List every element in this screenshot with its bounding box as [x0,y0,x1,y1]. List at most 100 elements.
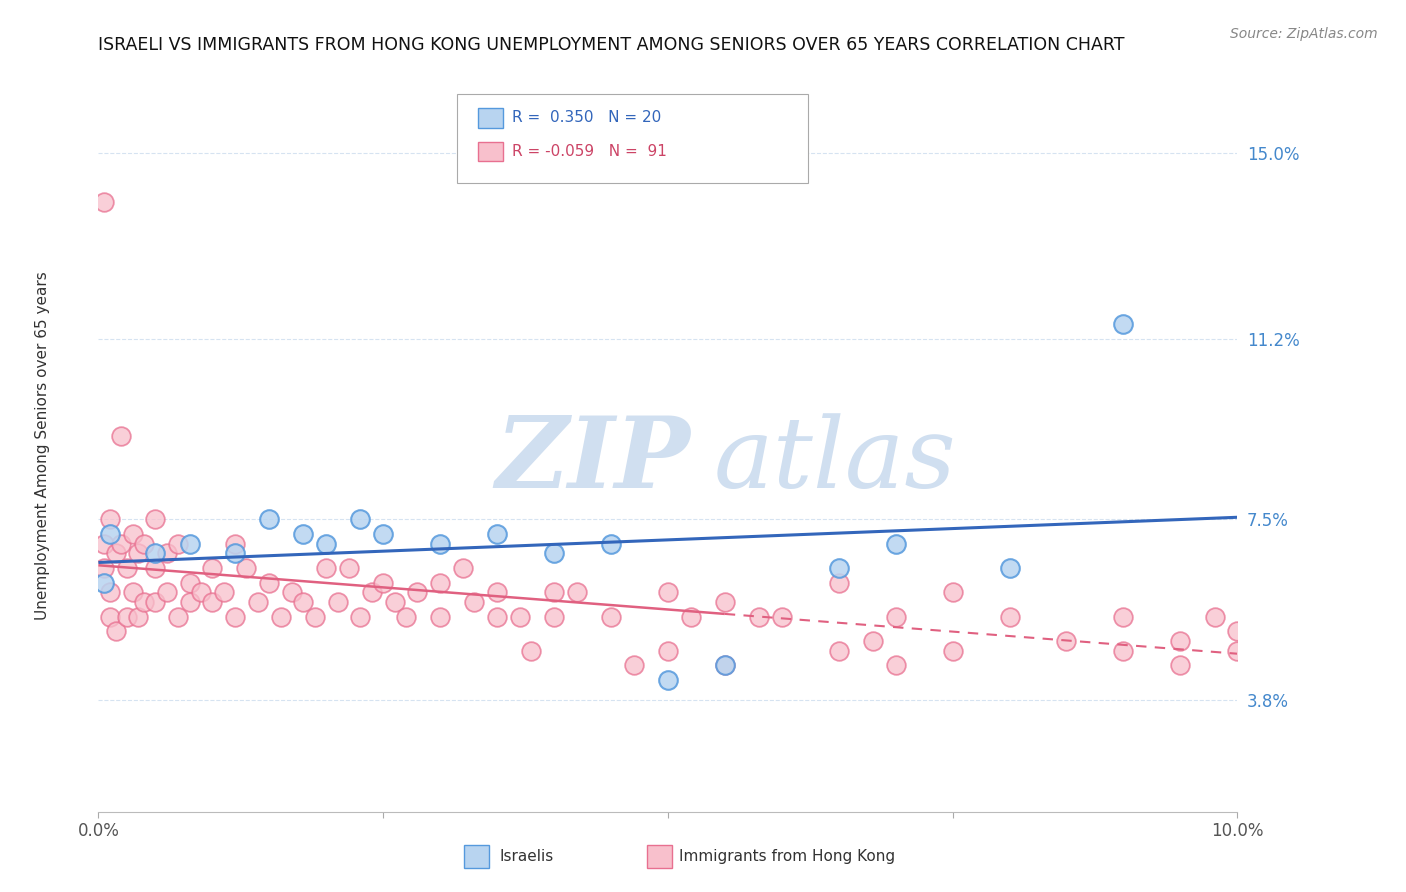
Point [942,585,965,599]
Point [156,546,179,560]
Point [748,609,770,624]
Text: R = -0.059   N =  91: R = -0.059 N = 91 [512,145,666,159]
Point [679,609,702,624]
Point [1112,317,1135,331]
Point [212,585,235,599]
Point [104,546,127,560]
Point [623,658,645,673]
Point [349,512,371,526]
Point [486,526,509,541]
Point [371,526,394,541]
Text: Unemployment Among Seniors over 65 years: Unemployment Among Seniors over 65 years [35,272,49,620]
Text: Immigrants from Hong Kong: Immigrants from Hong Kong [679,849,896,863]
Point [201,561,224,575]
Point [486,609,509,624]
Point [93,195,115,210]
Point [600,609,623,624]
Point [349,609,371,624]
Point [246,595,269,609]
Point [1170,658,1192,673]
Point [179,595,201,609]
Point [657,585,679,599]
Point [235,561,257,575]
Point [98,512,121,526]
Point [93,575,115,590]
Point [486,585,509,599]
Point [1226,644,1249,658]
Point [657,673,679,687]
Point [93,536,115,550]
Point [884,609,907,624]
Point [543,609,565,624]
Point [281,585,304,599]
Point [132,536,155,550]
Point [121,526,143,541]
Point [145,595,167,609]
Point [167,609,190,624]
Point [360,585,382,599]
Point [115,561,138,575]
Point [145,512,167,526]
Point [93,561,115,575]
Point [828,561,851,575]
Point [292,595,315,609]
Point [1226,624,1249,639]
Text: R =  0.350   N = 20: R = 0.350 N = 20 [512,111,661,125]
Point [862,634,884,648]
Point [127,609,149,624]
Point [463,595,485,609]
Point [509,609,531,624]
Point [224,536,246,550]
Text: Israelis: Israelis [499,849,554,863]
Point [98,526,121,541]
Point [292,526,315,541]
Point [315,561,337,575]
Point [998,561,1021,575]
Point [1112,644,1135,658]
Point [1112,609,1135,624]
Point [224,609,246,624]
Point [110,536,132,550]
Point [190,585,212,599]
Point [429,536,451,550]
Point [201,595,224,609]
Point [115,609,138,624]
Point [179,575,201,590]
Point [110,429,132,443]
Point [600,536,623,550]
Point [543,546,565,560]
Point [315,536,337,550]
Text: Source: ZipAtlas.com: Source: ZipAtlas.com [1230,27,1378,41]
Point [1056,634,1078,648]
Point [371,575,394,590]
Point [167,536,190,550]
Point [98,585,121,599]
Point [145,561,167,575]
Point [406,585,429,599]
Point [395,609,418,624]
Point [1204,609,1226,624]
Point [714,595,737,609]
Text: atlas: atlas [713,413,956,508]
Point [224,546,246,560]
Point [828,644,851,658]
Point [1170,634,1192,648]
Point [770,609,793,624]
Point [104,624,127,639]
Text: ISRAELI VS IMMIGRANTS FROM HONG KONG UNEMPLOYMENT AMONG SENIORS OVER 65 YEARS CO: ISRAELI VS IMMIGRANTS FROM HONG KONG UNE… [98,36,1125,54]
Point [145,546,167,560]
Text: ZIP: ZIP [496,412,690,508]
Point [451,561,474,575]
Point [657,644,679,658]
Point [156,585,179,599]
Point [259,575,281,590]
Point [179,536,201,550]
Point [543,585,565,599]
Point [384,595,406,609]
Point [429,609,451,624]
Point [714,658,737,673]
Point [828,575,851,590]
Point [998,609,1021,624]
Point [520,644,543,658]
Point [565,585,588,599]
